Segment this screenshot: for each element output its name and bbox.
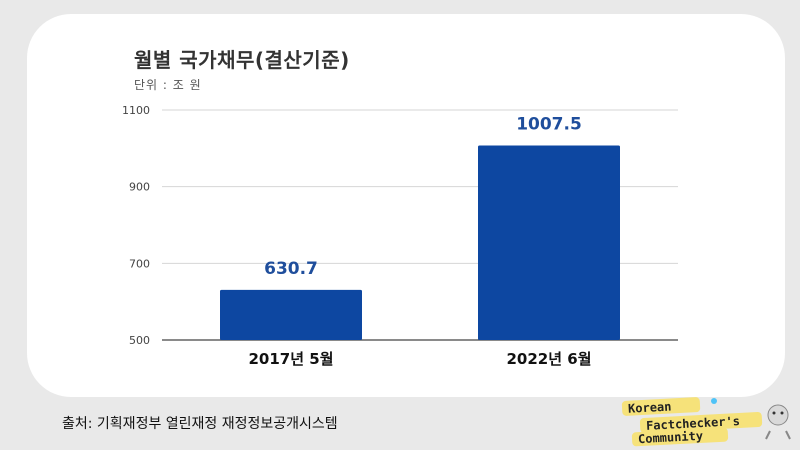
logo-text-1: Korean <box>628 399 672 415</box>
sparkle-icon <box>711 398 717 404</box>
y-tick-label: 700 <box>129 257 150 270</box>
logo-text-3: Community <box>638 429 704 446</box>
chart-title: 월별 국가채무(결산기준) <box>134 48 350 72</box>
bar <box>478 145 620 340</box>
chart-card <box>27 14 785 397</box>
chart-unit-label: 단위 : 조 원 <box>134 78 202 92</box>
x-tick-label: 2022년 6월 <box>506 350 591 368</box>
mascot-icon <box>767 404 789 426</box>
x-tick-label: 2017년 5월 <box>248 350 333 368</box>
logo-text-2: Factchecker's <box>646 414 741 433</box>
y-tick-label: 900 <box>129 181 150 194</box>
source-note: 출처: 기획재정부 열린재정 재정정보공개시스템 <box>62 416 338 432</box>
y-tick-label: 1100 <box>122 104 150 117</box>
data-label: 1007.5 <box>516 114 582 134</box>
bar <box>220 289 362 340</box>
kfc-logo: Korean Factchecker's Community <box>621 397 791 447</box>
y-tick-label: 500 <box>129 334 150 347</box>
data-label: 630.7 <box>264 259 318 279</box>
